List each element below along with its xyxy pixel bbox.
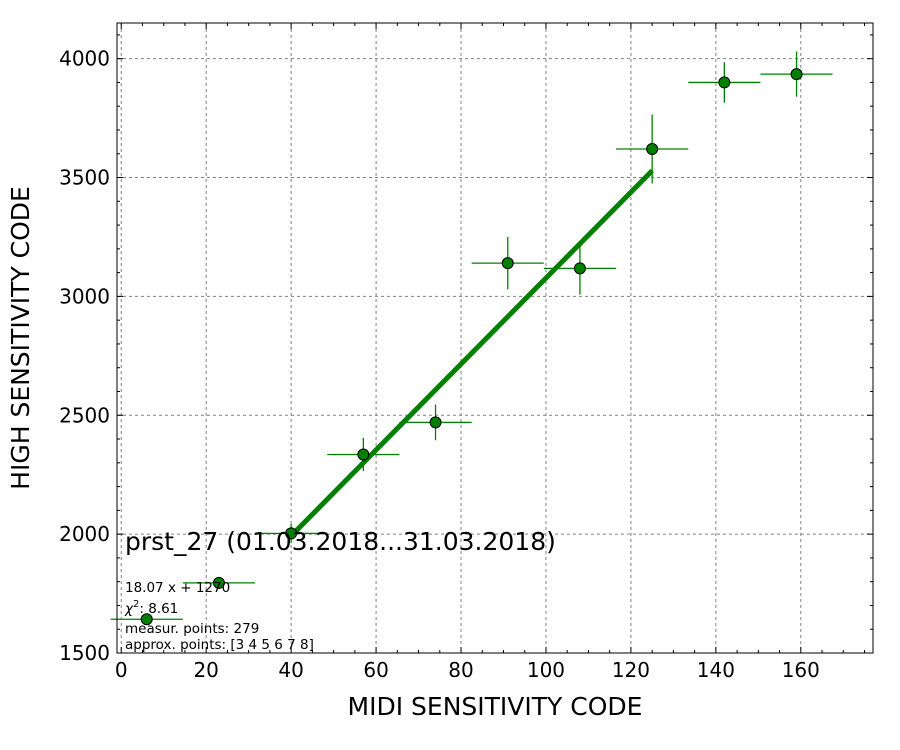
data-point — [357, 448, 370, 461]
y-tick-label: 3000 — [59, 284, 110, 308]
chi2-value: : 8.61 — [139, 601, 178, 617]
x-tick-label: 20 — [193, 658, 218, 682]
approx-points: approx. points: [3 4 5 6 7 8] — [125, 637, 314, 653]
data-point — [285, 527, 298, 540]
measur-points: measur. points: 279 — [125, 621, 259, 637]
y-axis-label: HIGH SENSITIVITY CODE — [6, 186, 35, 490]
x-tick-label: 60 — [363, 658, 388, 682]
data-point — [501, 257, 514, 270]
x-tick-label: 120 — [612, 658, 650, 682]
tick-labels: 0 20 40 60 80 100 120 140 160 1500 2000 2500 3000 350… — [59, 47, 820, 682]
data-point — [718, 76, 731, 89]
x-tick-label: 160 — [782, 658, 820, 682]
y-tick-label: 4000 — [59, 47, 110, 71]
fit-line — [289, 168, 654, 538]
chi2-label: χ2: 8.61 — [124, 599, 178, 617]
data-point — [429, 416, 442, 429]
data-point — [573, 262, 586, 275]
plot-frame — [116, 22, 874, 654]
x-tick-label: 40 — [278, 658, 303, 682]
data-point — [790, 68, 803, 81]
fit-line-group — [289, 168, 654, 538]
data-point — [212, 576, 225, 589]
y-tick-label: 2500 — [59, 403, 110, 427]
data-point — [140, 613, 153, 626]
x-axis-label: MIDI SENSITIVITY CODE — [348, 692, 643, 721]
y-tick-label: 1500 — [59, 641, 110, 665]
chi2-exponent: 2 — [133, 599, 139, 610]
y-tick-label: 3500 — [59, 166, 110, 190]
x-tick-label: 140 — [697, 658, 735, 682]
chi2-symbol: χ — [124, 601, 134, 617]
x-tick-label: 80 — [448, 658, 473, 682]
y-tick-label: 2000 — [59, 522, 110, 546]
fit-equation: 18.07 x + 1270 — [125, 580, 230, 596]
markers — [140, 68, 803, 626]
data-point — [646, 143, 659, 155]
x-tick-label: 0 — [115, 658, 128, 682]
x-tick-label: 100 — [527, 658, 565, 682]
chart-title: prst_27 (01.03.2018...31.03.2018) — [125, 527, 556, 556]
